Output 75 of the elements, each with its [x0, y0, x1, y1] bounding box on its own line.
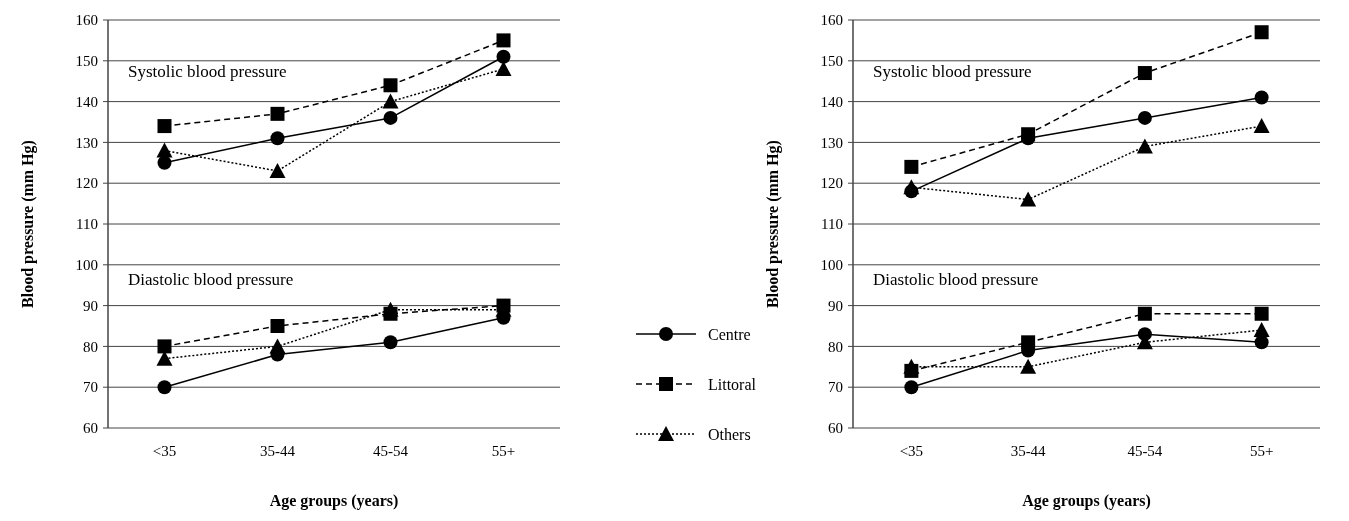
- annotation: Diastolic blood pressure: [873, 270, 1039, 290]
- annotation: Diastolic blood pressure: [128, 270, 294, 290]
- y-tick-label: 130: [820, 134, 843, 151]
- point: [270, 319, 285, 333]
- y-axis-title: Blood pressure (mm Hg): [764, 140, 782, 308]
- annotation: Systolic blood pressure: [873, 62, 1032, 82]
- point: [903, 179, 920, 195]
- point: [1020, 191, 1037, 207]
- y-axis-title: Blood pressure (mm Hg): [19, 140, 37, 308]
- y-tick-label: 110: [76, 216, 98, 233]
- x-tick-label: 35-44: [1010, 443, 1047, 459]
- point: [1020, 358, 1037, 374]
- point: [904, 159, 919, 174]
- point: [270, 131, 285, 146]
- x-tick-label: <35: [899, 443, 924, 459]
- point: [496, 33, 511, 48]
- point: [1137, 110, 1152, 125]
- point: [157, 339, 172, 354]
- y-tick-label: 80: [83, 338, 98, 355]
- point: [156, 142, 173, 158]
- legend-label: Others: [708, 425, 751, 443]
- y-tick-label: 60: [828, 420, 843, 437]
- legend-label: Littoral: [708, 375, 757, 393]
- point: [1021, 127, 1036, 142]
- annotation: Systolic blood pressure: [128, 62, 287, 82]
- x-tick-label: 55+: [1249, 443, 1274, 459]
- point: [270, 106, 285, 121]
- point: [1253, 322, 1270, 338]
- y-tick-label: 120: [820, 175, 843, 192]
- x-tick-label: 55+: [491, 443, 516, 459]
- point: [383, 78, 398, 93]
- y-tick-label: 90: [83, 297, 98, 314]
- legend-label: Centre: [708, 325, 751, 343]
- point: [269, 338, 286, 354]
- y-tick-label: 110: [821, 216, 843, 233]
- point: [269, 162, 286, 178]
- point: [1254, 25, 1269, 40]
- x-tick-label: <35: [152, 443, 177, 459]
- point: [1137, 66, 1152, 81]
- point: [1253, 118, 1270, 134]
- point: [1021, 335, 1036, 350]
- x-tick-label: 45-54: [1127, 443, 1163, 459]
- point: [1254, 335, 1269, 350]
- point: [904, 380, 919, 395]
- y-tick-label: 90: [828, 297, 843, 314]
- y-tick-label: 140: [820, 93, 843, 110]
- point: [1136, 138, 1153, 154]
- point: [157, 119, 172, 134]
- point: [1137, 306, 1152, 321]
- y-tick-label: 160: [820, 12, 843, 29]
- y-tick-label: 70: [83, 379, 98, 396]
- y-tick-label: 80: [828, 338, 843, 355]
- y-tick-label: 100: [75, 257, 98, 274]
- x-axis-title: Age groups (years): [1022, 492, 1151, 510]
- point: [496, 49, 511, 64]
- point: [383, 335, 398, 350]
- y-tick-label: 60: [83, 420, 98, 437]
- x-tick-label: 45-54: [373, 443, 409, 459]
- point: [382, 301, 399, 317]
- point: [1254, 306, 1269, 321]
- y-tick-label: 150: [75, 53, 98, 70]
- y-tick-label: 150: [820, 53, 843, 70]
- x-axis-title: Age groups (years): [269, 492, 399, 510]
- point: [1254, 90, 1269, 105]
- y-tick-label: 160: [75, 12, 98, 29]
- point: [903, 358, 920, 374]
- point: [157, 380, 172, 395]
- x-tick-label: 35-44: [260, 443, 296, 459]
- y-tick-label: 130: [75, 134, 98, 151]
- y-tick-label: 140: [75, 93, 98, 110]
- point: [383, 110, 398, 125]
- y-tick-label: 120: [75, 175, 98, 192]
- y-tick-label: 100: [820, 257, 843, 274]
- point: [382, 93, 399, 109]
- y-tick-label: 70: [828, 379, 843, 396]
